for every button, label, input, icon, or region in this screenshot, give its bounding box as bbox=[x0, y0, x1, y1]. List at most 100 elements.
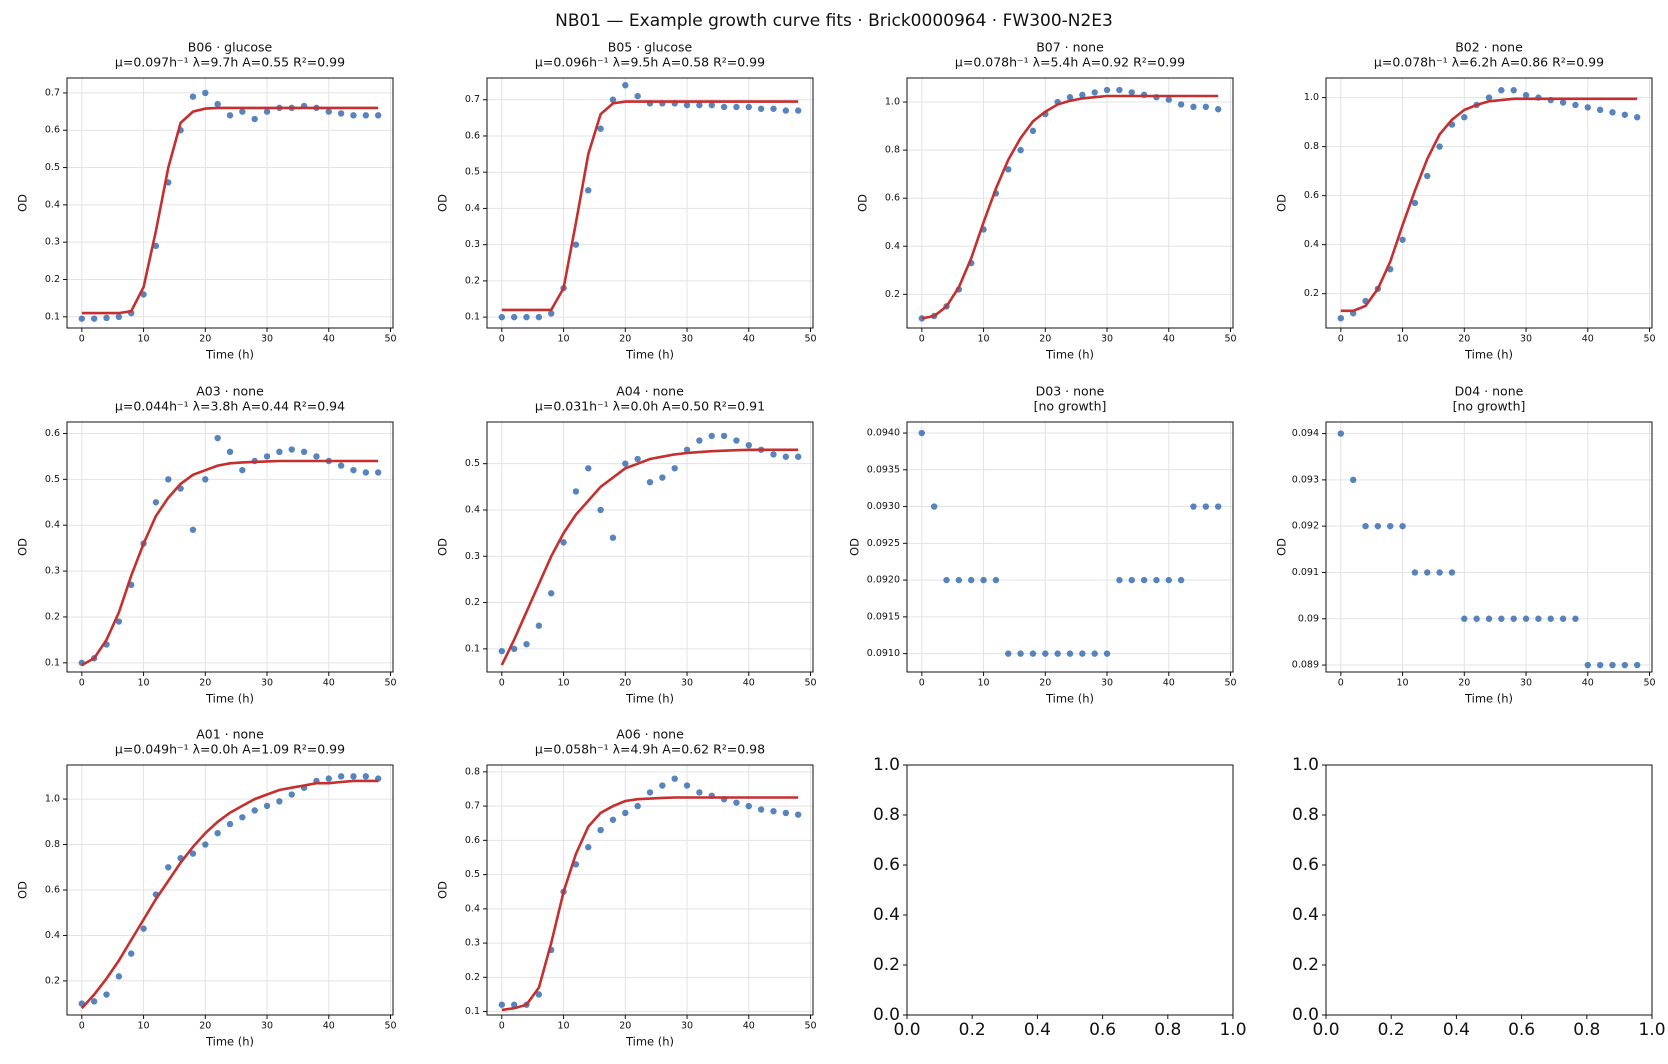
subplot: D03 · none[no growth] 0 10 20 30 40 50 0.0910 0.… bbox=[848, 384, 1237, 706]
y-tick-label: 0.091 bbox=[1292, 567, 1319, 578]
data-point bbox=[634, 92, 641, 100]
y-tick-label: 0.6 bbox=[465, 835, 480, 846]
x-tick-label: 0 bbox=[1338, 678, 1344, 689]
x-tick-label: 0.4 bbox=[1443, 1020, 1470, 1040]
data-point bbox=[1584, 104, 1591, 111]
data-point bbox=[226, 820, 234, 828]
data-point bbox=[510, 1001, 518, 1008]
y-tick-label: 0.2 bbox=[45, 274, 60, 285]
data-point bbox=[609, 96, 617, 103]
x-tick-label: 50 bbox=[804, 334, 816, 345]
data-point bbox=[683, 101, 691, 109]
data-point bbox=[1054, 650, 1061, 657]
data-point bbox=[1128, 576, 1135, 584]
x-tick-label: 0 bbox=[79, 1021, 85, 1032]
data-point bbox=[955, 576, 963, 584]
data-point bbox=[523, 641, 530, 648]
x-tick-label: 0 bbox=[919, 678, 925, 689]
x-tick-label: 30 bbox=[261, 1021, 273, 1032]
y-tick-label: 0.3 bbox=[465, 551, 480, 562]
data-point bbox=[585, 843, 592, 851]
y-tick-label: 0.0 bbox=[1292, 1005, 1319, 1025]
data-point bbox=[1510, 87, 1517, 94]
y-tick-label: 0.3 bbox=[465, 938, 480, 949]
x-tick-label: 1.0 bbox=[1219, 1020, 1246, 1040]
plot-frame bbox=[66, 421, 394, 673]
x-tick-label: 40 bbox=[743, 334, 755, 345]
y-tick-label: 0.1 bbox=[45, 311, 60, 322]
y-axis-label: OD bbox=[16, 881, 30, 899]
data-point bbox=[115, 313, 123, 321]
x-tick-label: 50 bbox=[1224, 334, 1236, 345]
data-point bbox=[980, 576, 987, 584]
data-point bbox=[300, 448, 308, 456]
y-tick-label: 0.09 bbox=[1298, 613, 1319, 624]
data-point bbox=[1424, 172, 1431, 180]
x-tick-label: 50 bbox=[1643, 678, 1655, 689]
y-tick-label: 0.4 bbox=[45, 520, 60, 531]
y-tick-label: 0.4 bbox=[465, 203, 480, 214]
data-point bbox=[1103, 86, 1111, 94]
data-point bbox=[1177, 576, 1185, 584]
x-tick-label: 40 bbox=[1582, 678, 1594, 689]
data-point bbox=[659, 782, 666, 789]
data-point bbox=[708, 101, 715, 109]
y-axis-label: OD bbox=[436, 881, 450, 899]
data-point bbox=[239, 814, 246, 821]
x-tick-label: 0.2 bbox=[959, 1020, 986, 1040]
y-tick-label: 0.2 bbox=[45, 975, 60, 986]
x-tick-label: 30 bbox=[1101, 678, 1113, 689]
fit-line bbox=[80, 779, 379, 1010]
y-tick-label: 0.8 bbox=[45, 839, 60, 850]
data-point bbox=[1461, 615, 1468, 622]
data-point bbox=[1498, 615, 1505, 622]
data-point bbox=[794, 453, 802, 460]
subplot-title: B07 · none bbox=[1036, 40, 1104, 55]
y-tick-label: 0.4 bbox=[45, 930, 60, 941]
data-point bbox=[770, 808, 777, 815]
subplot-title: B06 · glucose bbox=[188, 40, 273, 55]
fit-line bbox=[921, 94, 1219, 320]
data-point bbox=[1621, 111, 1629, 118]
data-point bbox=[1103, 650, 1111, 657]
y-tick-label: 0.4 bbox=[885, 241, 900, 252]
data-point bbox=[374, 112, 382, 119]
x-axis-label: Time (h) bbox=[1464, 692, 1513, 706]
x-tick-label: 20 bbox=[199, 678, 211, 689]
data-point bbox=[733, 437, 740, 444]
x-axis-label: Time (h) bbox=[205, 348, 254, 362]
data-point bbox=[585, 187, 592, 194]
x-tick-label: 50 bbox=[1224, 678, 1236, 689]
data-point bbox=[1190, 103, 1197, 111]
data-point bbox=[263, 108, 271, 115]
data-point bbox=[708, 432, 715, 440]
data-point bbox=[585, 465, 592, 472]
y-tick-label: 0.8 bbox=[1292, 805, 1319, 825]
x-tick-label: 0 bbox=[499, 1021, 505, 1032]
x-tick-label: 0 bbox=[499, 678, 505, 689]
x-tick-label: 20 bbox=[619, 678, 631, 689]
data-point bbox=[597, 506, 604, 514]
subplot-subtitle: μ=0.058h⁻¹ λ=4.9h A=0.62 R²=0.98 bbox=[535, 742, 765, 757]
y-tick-label: 0.089 bbox=[1292, 660, 1319, 671]
data-point bbox=[510, 645, 518, 653]
y-tick-label: 0.5 bbox=[45, 162, 60, 173]
data-point bbox=[202, 89, 209, 97]
y-tick-label: 0.6 bbox=[465, 130, 480, 141]
x-tick-label: 0.8 bbox=[1573, 1020, 1600, 1040]
x-tick-label: 30 bbox=[1520, 334, 1532, 345]
plot-frame bbox=[66, 764, 394, 1016]
x-tick-label: 50 bbox=[1643, 334, 1655, 345]
y-tick-label: 0.0 bbox=[873, 1005, 900, 1025]
y-tick-label: 0.8 bbox=[885, 145, 900, 156]
y-tick-label: 0.1 bbox=[465, 1006, 480, 1017]
x-tick-label: 40 bbox=[743, 678, 755, 689]
x-tick-label: 10 bbox=[138, 678, 150, 689]
data-point bbox=[498, 1001, 506, 1008]
x-tick-label: 50 bbox=[804, 1021, 816, 1032]
data-point bbox=[968, 576, 975, 584]
data-point bbox=[918, 429, 926, 437]
data-point bbox=[1448, 569, 1456, 576]
